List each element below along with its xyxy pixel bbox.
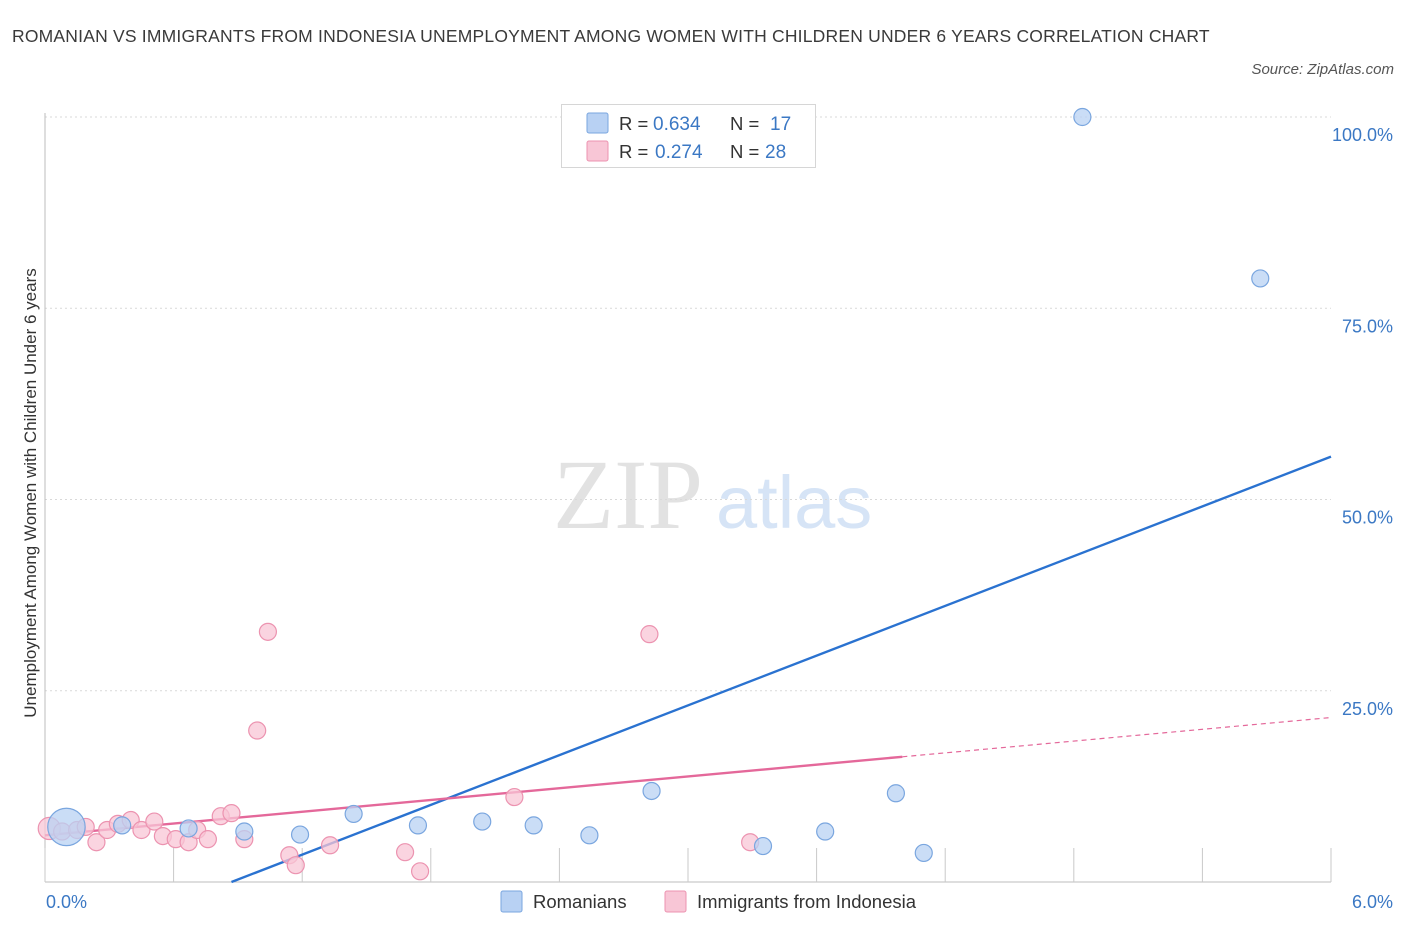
trend-line-extension-indonesia — [902, 716, 1332, 758]
stats-n-value-romanians: 17 — [770, 114, 791, 135]
stats-r-value-indonesia: 0.274 — [655, 142, 703, 163]
stats-legend: R = 0.634 N = 17 R = 0.274 N = 28 — [561, 104, 816, 168]
point-romanians — [179, 819, 198, 838]
legend-label-indonesia: Immigrants from Indonesia — [697, 891, 917, 912]
point-indonesia — [505, 787, 524, 807]
point-romanians — [642, 781, 661, 801]
point-romanians — [753, 836, 773, 856]
point-romanians — [47, 807, 86, 847]
point-romanians — [113, 816, 132, 835]
point-indonesia — [640, 625, 659, 644]
x-tick-label: 6.0% — [1352, 892, 1393, 912]
stats-n-label-indonesia: N = — [730, 141, 759, 162]
chart-source: Source: ZipAtlas.com — [1251, 61, 1394, 78]
point-romanians — [886, 784, 906, 803]
point-romanians — [235, 822, 254, 841]
point-romanians — [816, 822, 835, 841]
point-indonesia — [248, 721, 267, 740]
point-indonesia — [286, 856, 305, 875]
point-indonesia — [410, 862, 430, 881]
y-tick-label: 50.0% — [1342, 508, 1393, 528]
legend-swatch-romanians — [500, 890, 523, 913]
stats-r-label-indonesia: R = — [619, 141, 648, 162]
point-indonesia — [145, 812, 164, 831]
point-romanians — [580, 826, 599, 845]
point-indonesia — [132, 820, 151, 840]
point-romanians — [344, 804, 363, 824]
x-tick-label: 0.0% — [46, 892, 87, 912]
stats-r-value-romanians: 0.634 — [653, 114, 701, 135]
stats-swatch-indonesia — [586, 140, 609, 162]
legend-swatch-indonesia — [664, 890, 687, 913]
point-indonesia — [87, 833, 106, 852]
watermark-atlas: atlas — [716, 461, 872, 544]
y-axis-title: Unemployment Among Women with Children U… — [21, 268, 40, 717]
point-romanians — [290, 825, 310, 844]
stats-swatch-romanians — [586, 112, 609, 134]
point-indonesia — [258, 622, 278, 641]
y-tick-label: 25.0% — [1342, 699, 1393, 719]
point-romanians — [408, 816, 428, 835]
point-indonesia — [320, 836, 340, 855]
point-romanians — [1251, 269, 1270, 288]
watermark-zip: ZIP — [553, 439, 703, 550]
y-tick-label: 100.0% — [1332, 125, 1393, 145]
point-indonesia — [222, 804, 241, 823]
stats-r-label-romanians: R = — [619, 113, 648, 134]
point-romanians — [473, 812, 492, 831]
grid-lines — [45, 116, 1331, 692]
point-indonesia — [395, 843, 415, 862]
chart-title: ROMANIAN VS IMMIGRANTS FROM INDONESIA UN… — [12, 26, 1210, 46]
stats-n-value-indonesia: 28 — [765, 142, 786, 163]
y-tick-label: 75.0% — [1342, 316, 1393, 336]
point-romanians — [1073, 107, 1092, 127]
stats-n-label-romanians: N = — [730, 113, 759, 134]
point-romanians — [524, 816, 543, 835]
point-romanians — [914, 843, 933, 863]
data-points — [37, 107, 1270, 881]
axes — [44, 113, 1332, 883]
point-indonesia — [198, 830, 217, 849]
series-legend: Romanians Immigrants from Indonesia — [500, 890, 917, 913]
tick-labels: 25.0% 50.0% 75.0% 100.0% 0.0% 6.0% — [46, 125, 1393, 912]
trend-line-romanians — [231, 455, 1332, 884]
legend-label-romanians: Romanians — [533, 891, 627, 912]
